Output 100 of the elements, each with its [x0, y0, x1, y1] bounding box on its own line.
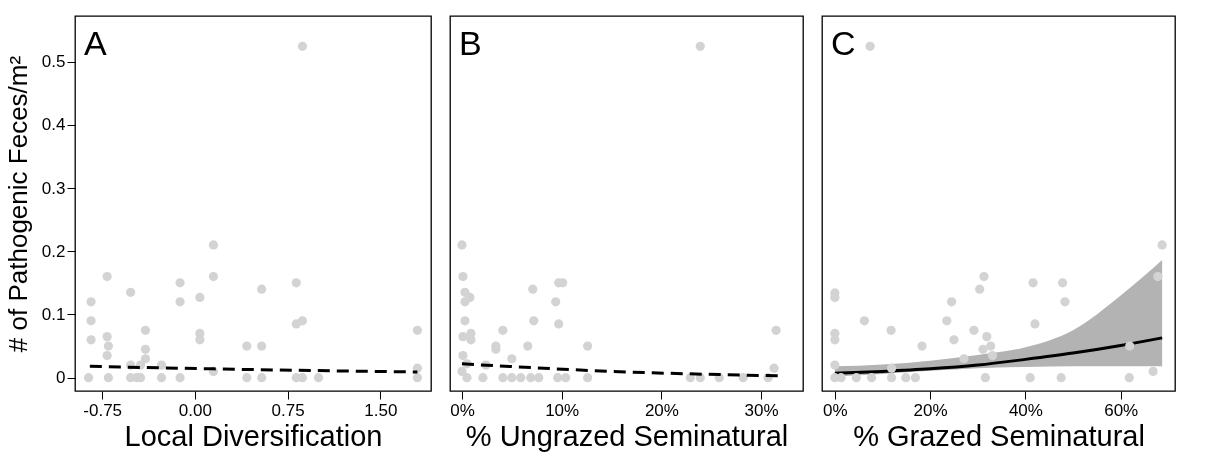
point [1030, 319, 1040, 329]
x-tick-label: 1.50 [364, 400, 398, 420]
point [412, 325, 423, 335]
point [297, 41, 308, 51]
point [851, 373, 861, 383]
point [949, 335, 959, 345]
point [175, 373, 185, 383]
point [102, 350, 112, 361]
point [1056, 373, 1066, 383]
point [412, 373, 423, 383]
point [554, 319, 564, 329]
point [195, 292, 205, 303]
point [1125, 341, 1135, 351]
x-tick-label: 20% [644, 400, 679, 420]
point [208, 271, 219, 282]
point [738, 373, 748, 383]
x-tick-label: 0.75 [271, 400, 305, 420]
point [140, 344, 151, 354]
point [979, 271, 989, 282]
point [583, 341, 593, 351]
point [257, 373, 267, 383]
point [859, 316, 870, 326]
point [886, 373, 897, 383]
chart-title: C [831, 24, 856, 62]
x-axis-title: % Ungrazed Seminatural [465, 419, 789, 452]
point [1153, 271, 1163, 282]
point [886, 325, 896, 335]
x-tick-label: 40% [1008, 400, 1043, 420]
point [313, 373, 324, 383]
y-tick-label: 0.2 [41, 241, 66, 261]
point [175, 278, 185, 288]
x-tick-label: 0.00 [178, 400, 212, 420]
point [980, 373, 991, 383]
point [959, 354, 969, 364]
point [866, 373, 877, 383]
point [460, 297, 470, 307]
point [551, 297, 561, 307]
point [516, 373, 526, 383]
point [242, 373, 252, 383]
point [830, 335, 840, 345]
point [1060, 297, 1070, 307]
point [156, 373, 167, 383]
point [978, 344, 988, 354]
point [523, 341, 533, 351]
point [1148, 366, 1158, 376]
point [257, 341, 267, 351]
y-tick-label: 0.1 [41, 304, 66, 324]
point [507, 373, 517, 383]
point [291, 278, 301, 288]
point [156, 360, 167, 370]
point [917, 341, 927, 351]
point [86, 335, 96, 345]
point [457, 366, 467, 376]
y-tick-label: 0 [56, 368, 66, 388]
point [458, 332, 468, 342]
point [458, 271, 468, 282]
x-tick-label: 0% [823, 400, 848, 420]
point [195, 335, 205, 345]
point [462, 373, 472, 383]
point [86, 316, 96, 326]
point [695, 41, 705, 51]
point [86, 297, 96, 307]
point [83, 373, 94, 383]
point [102, 332, 112, 342]
x-tick-label: 60% [1104, 400, 1139, 420]
x-tick-label: 0% [450, 400, 475, 420]
point [458, 350, 468, 361]
x-tick-label: 20% [913, 400, 948, 420]
point [946, 297, 957, 307]
point [242, 341, 252, 351]
point [1157, 240, 1167, 250]
x-tick-label: 10% [545, 400, 580, 420]
point [583, 373, 593, 383]
point [507, 354, 517, 364]
point [910, 373, 920, 383]
point [478, 373, 488, 383]
point [498, 325, 508, 335]
y-tick-label: 0.4 [41, 115, 66, 135]
point [529, 316, 539, 326]
point [140, 354, 151, 364]
point [528, 284, 538, 294]
point [865, 41, 875, 51]
point [986, 341, 996, 351]
point [526, 373, 536, 383]
y-axis-title: # of Pathogenic Feces/m² [2, 55, 33, 353]
point [457, 240, 467, 250]
point [103, 373, 113, 383]
point [982, 332, 992, 342]
point [208, 240, 219, 250]
point [1057, 278, 1068, 288]
x-tick-label: -0.75 [83, 400, 123, 420]
point [257, 284, 267, 294]
point [297, 316, 308, 326]
point [975, 284, 985, 294]
point [103, 341, 113, 351]
point [830, 360, 840, 370]
point [1124, 373, 1134, 383]
point [561, 373, 571, 383]
x-tick-label: 30% [744, 400, 779, 420]
point [460, 316, 470, 326]
